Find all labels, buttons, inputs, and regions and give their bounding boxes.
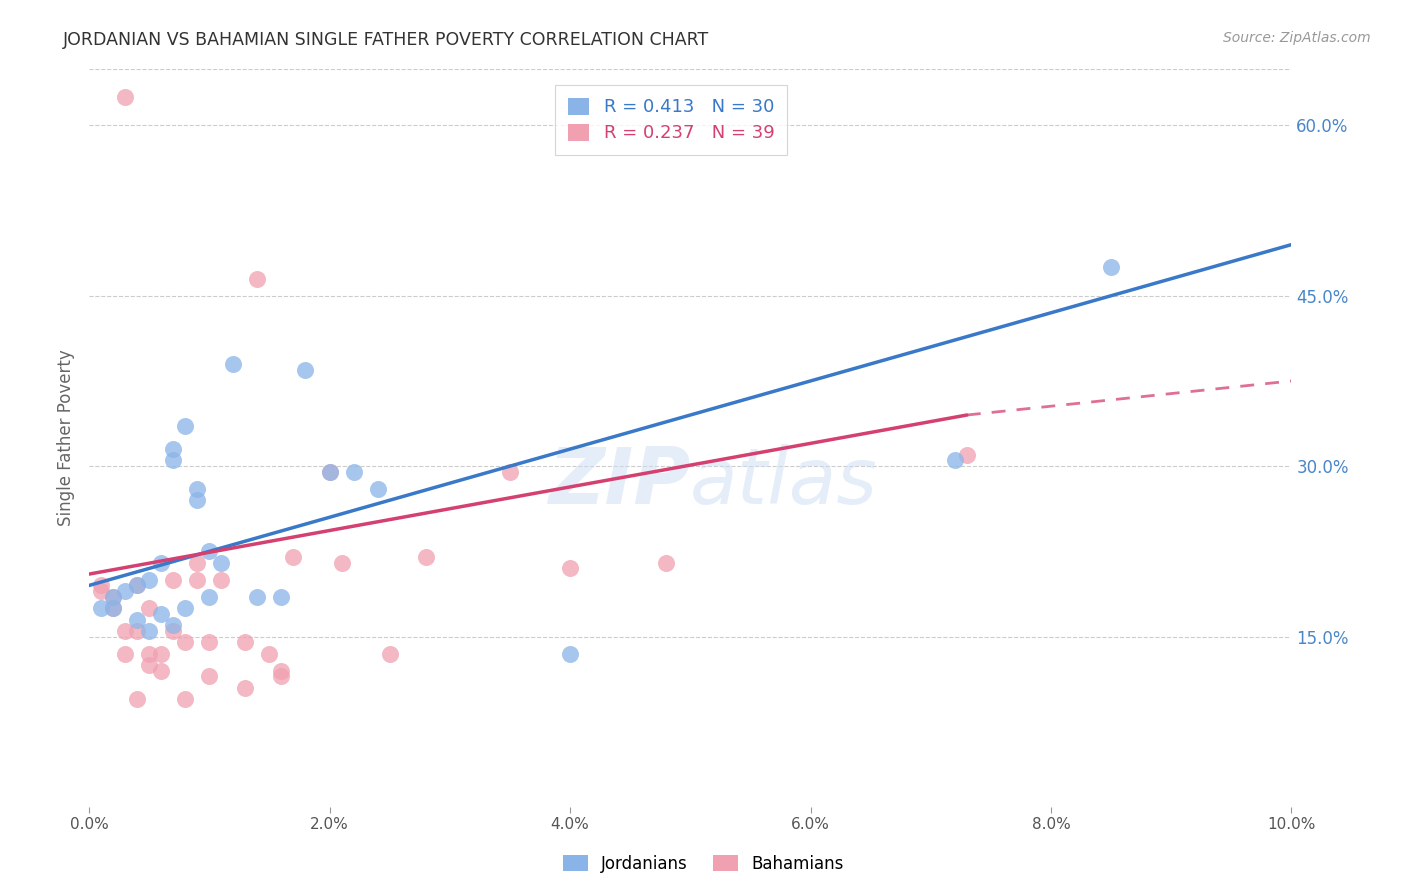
- Point: [1099, 260, 1122, 275]
- Point: [198, 544, 221, 558]
- Point: [198, 635, 221, 649]
- Point: [90, 578, 112, 592]
- Point: [114, 584, 136, 599]
- Point: [162, 442, 184, 456]
- Point: [127, 578, 149, 592]
- Point: [270, 590, 292, 604]
- Point: [127, 624, 149, 638]
- Point: [90, 584, 112, 599]
- Point: [127, 692, 149, 706]
- Point: [956, 448, 979, 462]
- Point: [209, 556, 232, 570]
- Point: [101, 601, 124, 615]
- Point: [378, 647, 401, 661]
- Point: [246, 271, 269, 285]
- Point: [330, 556, 353, 570]
- Point: [174, 692, 197, 706]
- Point: [342, 465, 364, 479]
- Point: [138, 657, 160, 672]
- Point: [318, 465, 340, 479]
- Point: [246, 590, 269, 604]
- Point: [101, 590, 124, 604]
- Point: [162, 453, 184, 467]
- Point: [415, 549, 437, 564]
- Point: [101, 590, 124, 604]
- Point: [259, 647, 281, 661]
- Point: [174, 601, 197, 615]
- Point: [235, 681, 257, 695]
- Point: [114, 624, 136, 638]
- Legend: Jordanians, Bahamians: Jordanians, Bahamians: [555, 848, 851, 880]
- Y-axis label: Single Father Poverty: Single Father Poverty: [58, 350, 75, 526]
- Point: [270, 664, 292, 678]
- Point: [127, 578, 149, 592]
- Point: [558, 647, 581, 661]
- Point: [367, 482, 389, 496]
- Point: [90, 601, 112, 615]
- Point: [186, 556, 208, 570]
- Point: [198, 590, 221, 604]
- Point: [101, 601, 124, 615]
- Text: ZIP: ZIP: [548, 444, 690, 520]
- Point: [209, 573, 232, 587]
- Text: JORDANIAN VS BAHAMIAN SINGLE FATHER POVERTY CORRELATION CHART: JORDANIAN VS BAHAMIAN SINGLE FATHER POVE…: [63, 31, 710, 49]
- Point: [150, 664, 173, 678]
- Point: [150, 556, 173, 570]
- Point: [138, 601, 160, 615]
- Point: [198, 669, 221, 683]
- Point: [150, 647, 173, 661]
- Point: [186, 493, 208, 508]
- Point: [127, 613, 149, 627]
- Point: [318, 465, 340, 479]
- Point: [114, 647, 136, 661]
- Point: [294, 362, 316, 376]
- Point: [499, 465, 522, 479]
- Point: [174, 635, 197, 649]
- Point: [138, 647, 160, 661]
- Point: [138, 573, 160, 587]
- Point: [655, 556, 678, 570]
- Point: [186, 573, 208, 587]
- Point: [558, 561, 581, 575]
- Point: [222, 357, 245, 371]
- Point: [162, 624, 184, 638]
- Point: [162, 618, 184, 632]
- Point: [138, 624, 160, 638]
- Point: [186, 482, 208, 496]
- Point: [114, 90, 136, 104]
- Point: [162, 573, 184, 587]
- Legend: R = 0.413   N = 30, R = 0.237   N = 39: R = 0.413 N = 30, R = 0.237 N = 39: [555, 85, 787, 155]
- Point: [943, 453, 966, 467]
- Point: [174, 419, 197, 434]
- Point: [270, 669, 292, 683]
- Point: [283, 549, 305, 564]
- Text: Source: ZipAtlas.com: Source: ZipAtlas.com: [1223, 31, 1371, 45]
- Point: [235, 635, 257, 649]
- Point: [150, 607, 173, 621]
- Text: atlas: atlas: [690, 444, 879, 520]
